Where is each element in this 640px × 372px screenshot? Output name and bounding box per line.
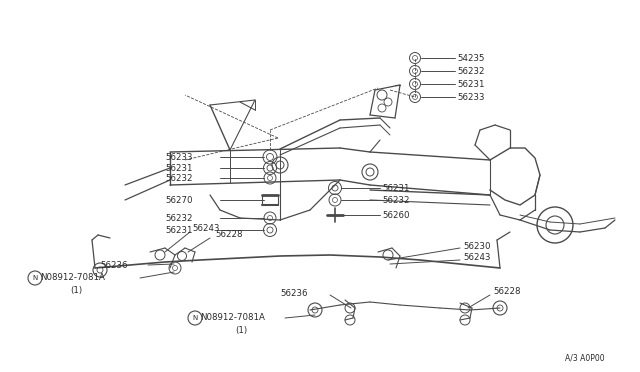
Text: 56231: 56231 [457, 80, 484, 89]
Text: 56228: 56228 [215, 230, 243, 238]
Text: 56260: 56260 [382, 211, 410, 219]
Text: 56232: 56232 [382, 196, 410, 205]
Text: 56231: 56231 [165, 164, 193, 173]
Text: N08912-7081A: N08912-7081A [200, 314, 265, 323]
Text: (1): (1) [235, 326, 247, 334]
Text: 56232: 56232 [165, 173, 193, 183]
Text: N08912-7081A: N08912-7081A [40, 273, 105, 282]
Text: 56233: 56233 [457, 93, 484, 102]
Text: 56231: 56231 [165, 225, 193, 234]
Text: 56236: 56236 [100, 260, 127, 269]
Text: 56236: 56236 [280, 289, 307, 298]
Text: A/3 A0P00: A/3 A0P00 [565, 353, 605, 362]
Text: 56243: 56243 [192, 224, 220, 232]
Text: 54235: 54235 [457, 54, 484, 62]
Text: 56232: 56232 [457, 67, 484, 76]
Text: 56243: 56243 [463, 253, 490, 263]
Text: (1): (1) [70, 285, 82, 295]
Text: 56230: 56230 [463, 241, 490, 250]
Text: 56233: 56233 [165, 153, 193, 161]
Text: N: N [32, 275, 37, 281]
Text: 56228: 56228 [493, 288, 520, 296]
Text: N: N [192, 315, 197, 321]
Text: 56231: 56231 [382, 183, 410, 192]
Text: 56270: 56270 [165, 196, 193, 205]
Text: 56232: 56232 [165, 214, 193, 222]
